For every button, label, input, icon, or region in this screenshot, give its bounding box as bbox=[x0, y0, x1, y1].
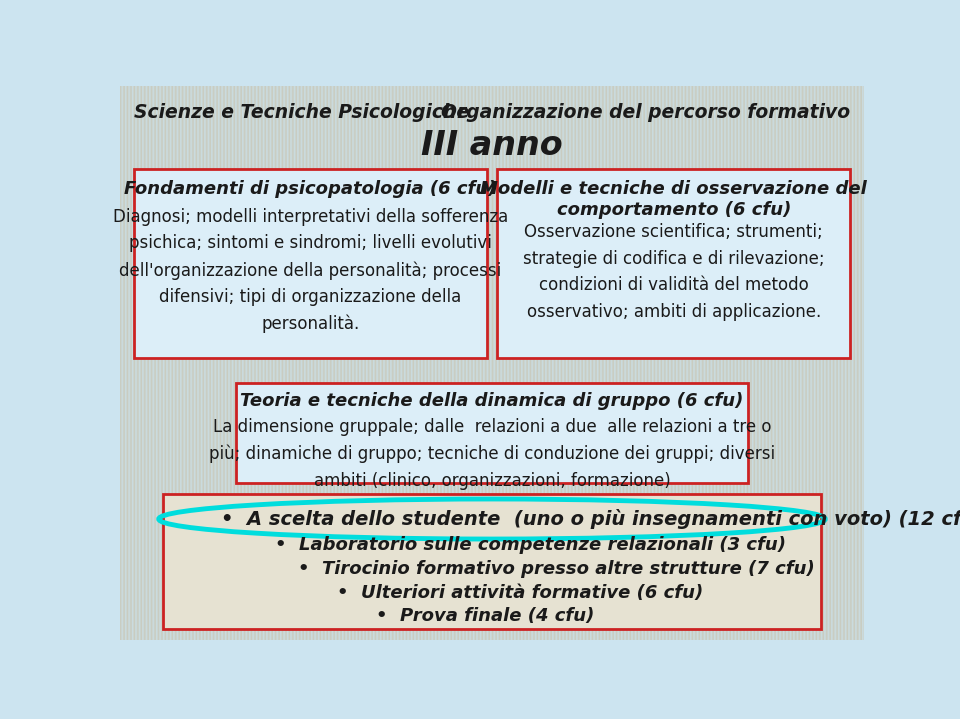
Text: Teoria e tecniche della dinamica di gruppo (6 cfu): Teoria e tecniche della dinamica di grup… bbox=[240, 392, 744, 410]
FancyBboxPatch shape bbox=[236, 383, 748, 483]
FancyBboxPatch shape bbox=[162, 495, 822, 629]
Text: La dimensione gruppale; dalle  relazioni a due  alle relazioni a tre o
più; dina: La dimensione gruppale; dalle relazioni … bbox=[209, 418, 775, 490]
Text: Fondamenti di psicopatologia (6 cfu): Fondamenti di psicopatologia (6 cfu) bbox=[124, 180, 496, 198]
Text: •  Prova finale (4 cfu): • Prova finale (4 cfu) bbox=[375, 607, 594, 625]
Text: Scienze e Tecniche Psicologiche: Scienze e Tecniche Psicologiche bbox=[134, 104, 469, 122]
Text: III anno: III anno bbox=[421, 129, 563, 162]
Text: Diagnosi; modelli interpretativi della sofferenza
psichica; sintomi e sindromi; : Diagnosi; modelli interpretativi della s… bbox=[112, 208, 508, 333]
FancyBboxPatch shape bbox=[134, 170, 487, 358]
Text: Modelli e tecniche di osservazione del
comportamento (6 cfu): Modelli e tecniche di osservazione del c… bbox=[480, 180, 867, 219]
FancyBboxPatch shape bbox=[497, 170, 850, 358]
Text: •  A scelta dello studente  (uno o più insegnamenti con voto) (12 cfu): • A scelta dello studente (uno o più ins… bbox=[221, 509, 960, 529]
Text: •  Laboratorio sulle competenze relazionali (3 cfu): • Laboratorio sulle competenze relaziona… bbox=[275, 536, 786, 554]
Text: •  Ulteriori attività formative (6 cfu): • Ulteriori attività formative (6 cfu) bbox=[337, 584, 704, 602]
Text: Organizzazione del percorso formativo: Organizzazione del percorso formativo bbox=[441, 104, 850, 122]
Text: •  Tirocinio formativo presso altre strutture (7 cfu): • Tirocinio formativo presso altre strut… bbox=[299, 560, 815, 578]
Text: Osservazione scientifica; strumenti;
strategie di codifica e di rilevazione;
con: Osservazione scientifica; strumenti; str… bbox=[523, 224, 825, 321]
